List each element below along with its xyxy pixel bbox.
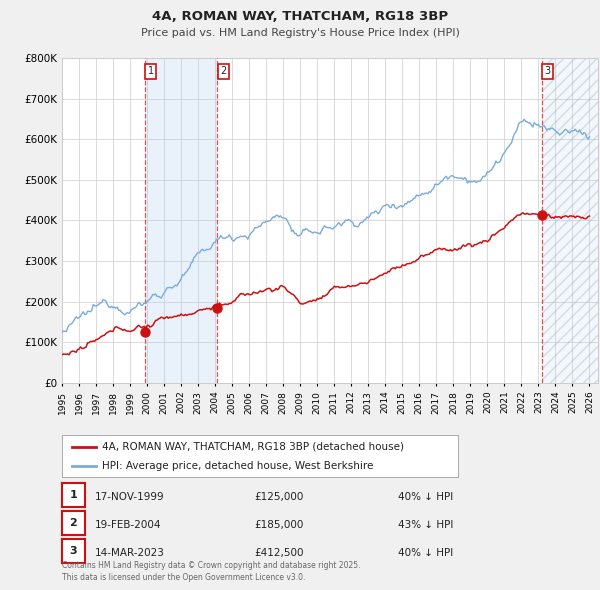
Text: 19-FEB-2004: 19-FEB-2004 bbox=[95, 520, 161, 530]
Text: £125,000: £125,000 bbox=[254, 492, 304, 502]
Text: 4A, ROMAN WAY, THATCHAM, RG18 3BP: 4A, ROMAN WAY, THATCHAM, RG18 3BP bbox=[152, 10, 448, 23]
Text: 43% ↓ HPI: 43% ↓ HPI bbox=[398, 520, 454, 530]
Bar bbox=[542, 58, 598, 383]
Text: Contains HM Land Registry data © Crown copyright and database right 2025.
This d: Contains HM Land Registry data © Crown c… bbox=[62, 561, 361, 582]
Text: 2: 2 bbox=[220, 66, 226, 76]
Text: £185,000: £185,000 bbox=[254, 520, 304, 530]
Text: 1: 1 bbox=[148, 66, 154, 76]
Text: 40% ↓ HPI: 40% ↓ HPI bbox=[398, 492, 453, 502]
Text: 40% ↓ HPI: 40% ↓ HPI bbox=[398, 548, 453, 558]
Text: 3: 3 bbox=[70, 546, 77, 556]
Text: 1: 1 bbox=[70, 490, 77, 500]
Bar bbox=[542, 58, 598, 383]
Text: 17-NOV-1999: 17-NOV-1999 bbox=[95, 492, 164, 502]
Text: 2: 2 bbox=[70, 518, 77, 528]
Text: Price paid vs. HM Land Registry's House Price Index (HPI): Price paid vs. HM Land Registry's House … bbox=[140, 28, 460, 38]
Bar bbox=[145, 58, 217, 383]
Text: 3: 3 bbox=[544, 66, 551, 76]
Text: 14-MAR-2023: 14-MAR-2023 bbox=[95, 548, 165, 558]
Text: £412,500: £412,500 bbox=[254, 548, 304, 558]
Text: 4A, ROMAN WAY, THATCHAM, RG18 3BP (detached house): 4A, ROMAN WAY, THATCHAM, RG18 3BP (detac… bbox=[101, 442, 404, 452]
Text: HPI: Average price, detached house, West Berkshire: HPI: Average price, detached house, West… bbox=[101, 461, 373, 471]
